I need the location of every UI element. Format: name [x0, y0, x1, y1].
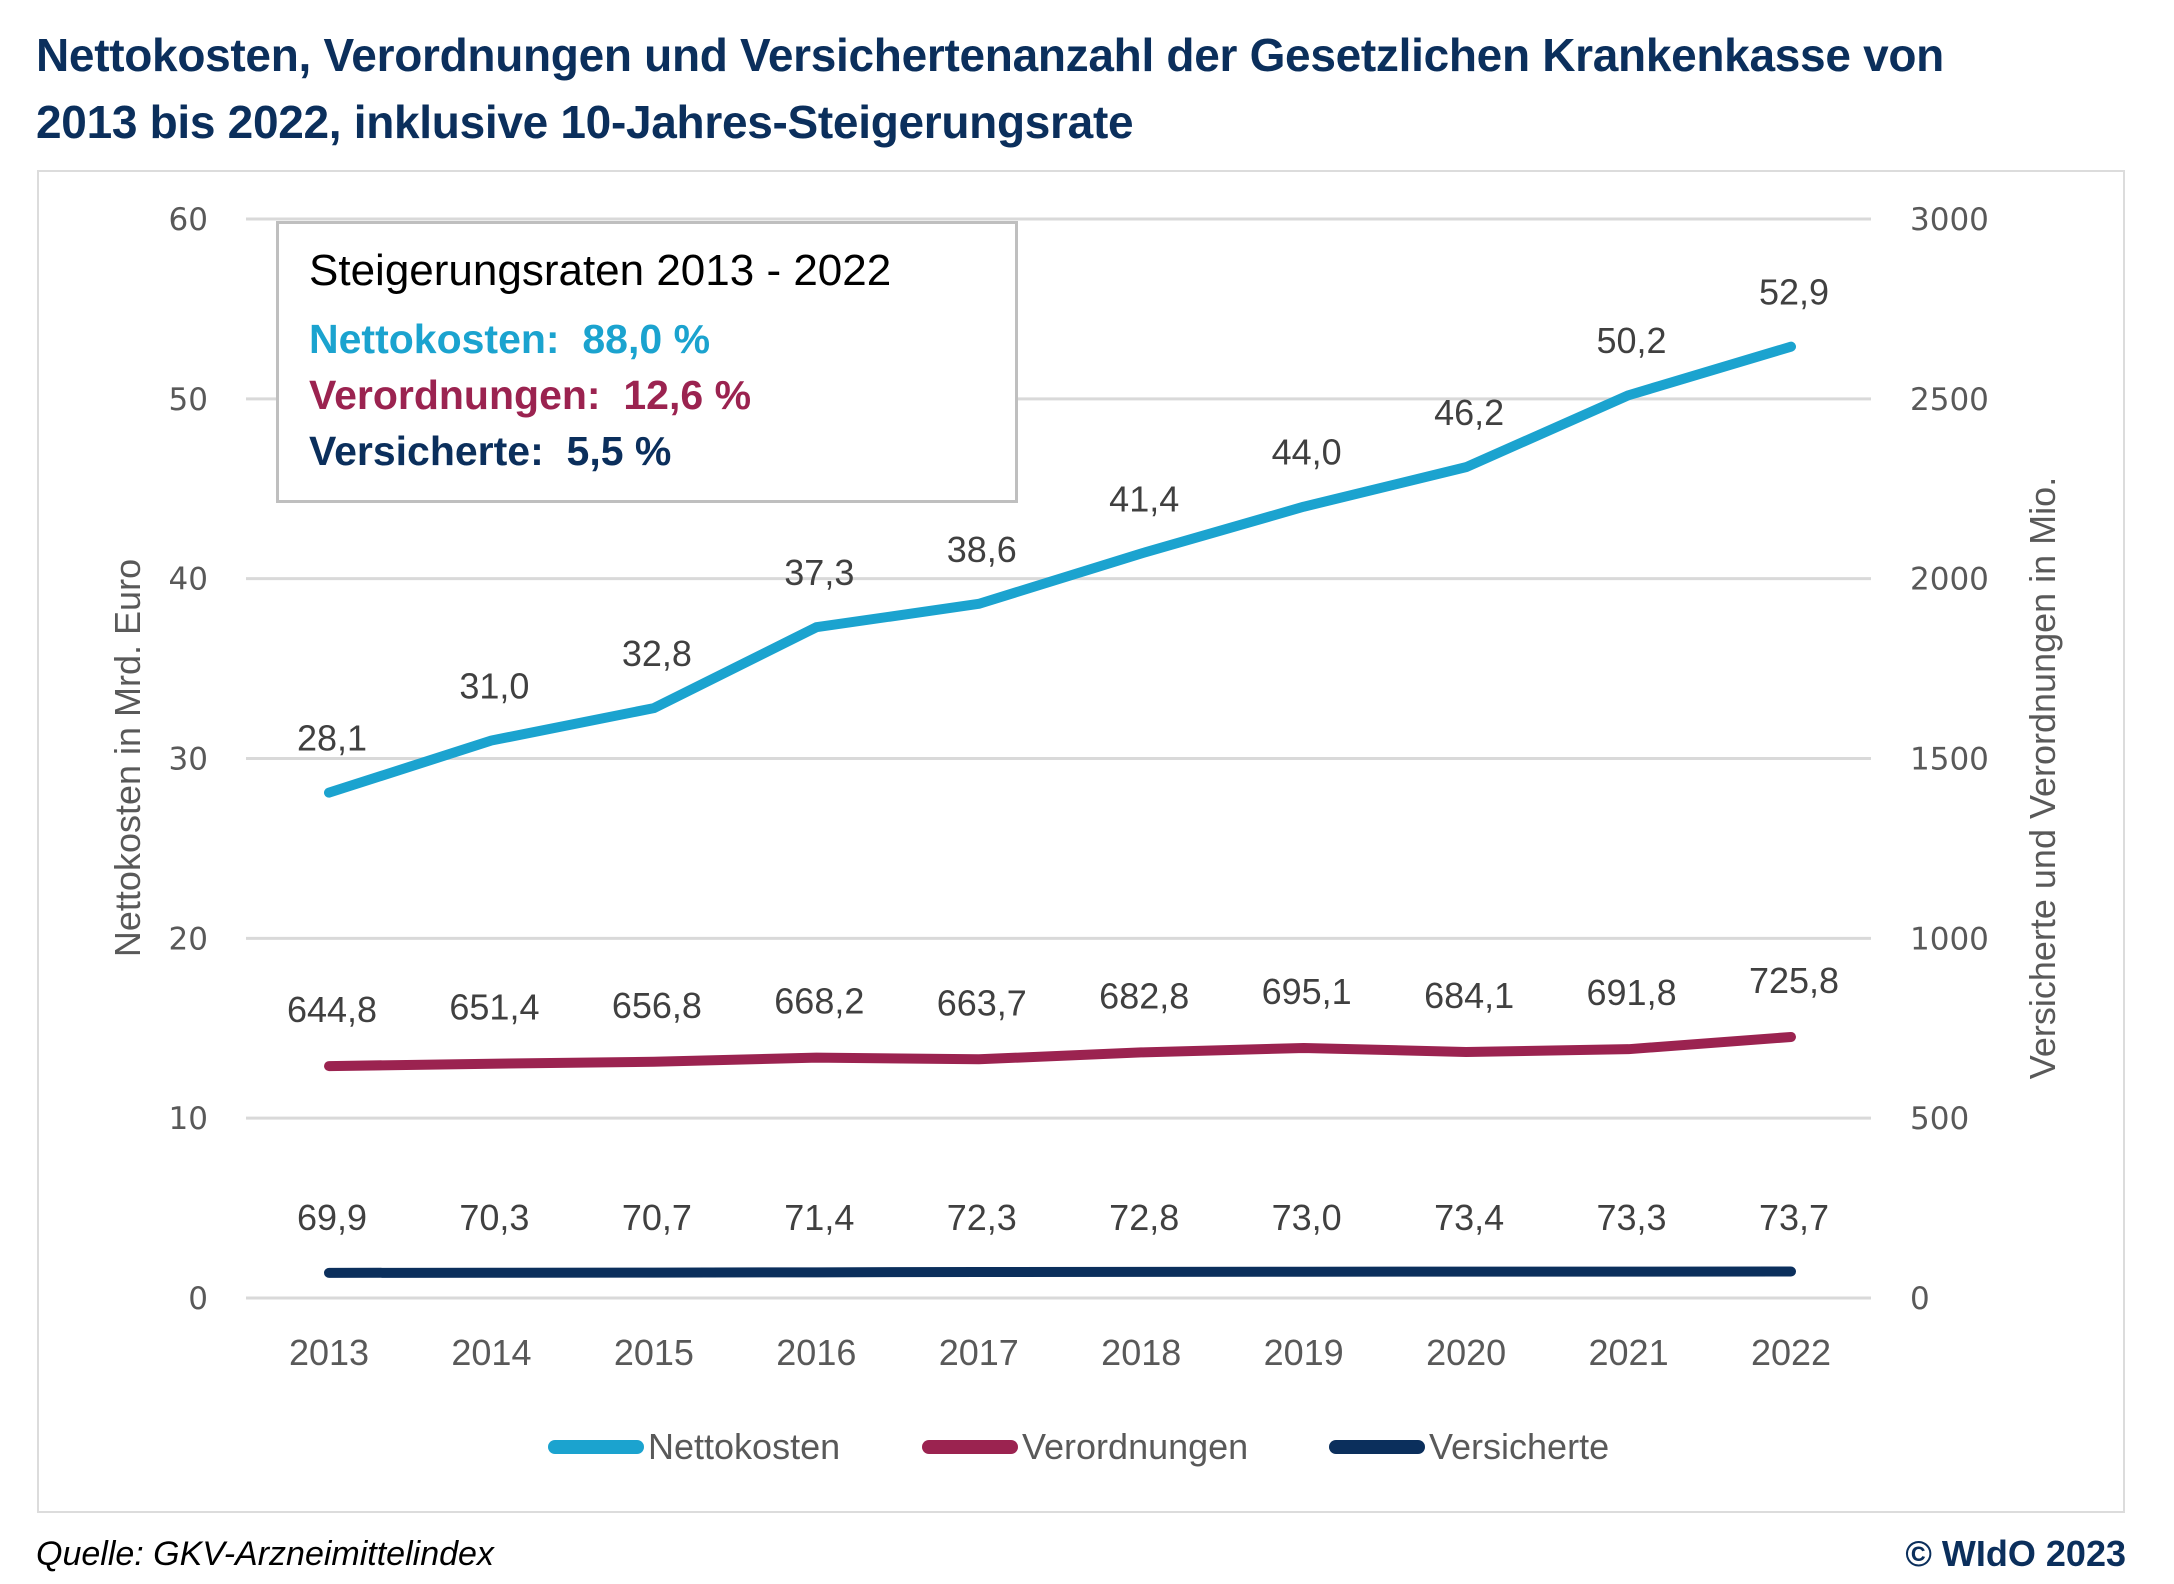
legend-swatch-icon: [922, 1440, 1018, 1454]
data-label-verordnungen: 725,8: [1749, 960, 1839, 1001]
data-label-versicherte: 72,8: [1109, 1197, 1179, 1238]
x-axis-tick-label: 2018: [1101, 1332, 1181, 1373]
left-axis-tick-label: 40: [169, 562, 208, 598]
rate-label: Versicherte:: [309, 428, 544, 474]
left-axis-tick-label: 30: [169, 742, 208, 778]
x-axis-tick-label: 2022: [1751, 1332, 1831, 1373]
right-axis-tick-label: 1000: [1910, 921, 1989, 957]
legend-swatch-icon: [548, 1440, 644, 1454]
series-lines: [324, 341, 1796, 1278]
x-axis-tick-label: 2013: [289, 1332, 369, 1373]
right-axis-tick-label: 3000: [1910, 202, 1989, 238]
data-label-versicherte: 72,3: [947, 1197, 1017, 1238]
legend-item-verordnungen[interactable]: Verordnungen: [922, 1422, 1248, 1472]
chart-title: Nettokosten, Verordnungen und Versichert…: [36, 22, 2156, 156]
rate-value: 88,0 %: [582, 316, 711, 362]
data-label-nettokosten: 41,4: [1109, 478, 1179, 519]
right-axis-tick-label: 2000: [1910, 562, 1989, 598]
series-line-versicherte: [324, 1266, 1796, 1278]
data-labels: 28,1 31,0 32,8 37,3 38,6 41,4 44,0 46,2 50,2 52,9…: [287, 272, 1839, 1238]
x-axis-tick-label: 2014: [451, 1332, 531, 1373]
data-label-versicherte: 73,7: [1759, 1197, 1829, 1238]
data-label-verordnungen: 663,7: [937, 982, 1027, 1023]
rate-value: 12,6 %: [623, 372, 752, 418]
rate-label: Verordnungen:: [309, 372, 601, 418]
legend-label: Nettokosten: [648, 1426, 841, 1467]
left-axis-ticks: 0 10 20 30 40 50 60: [169, 202, 208, 1317]
data-label-verordnungen: 691,8: [1587, 972, 1677, 1013]
x-axis-tick-label: 2017: [939, 1332, 1019, 1373]
growth-rates-title: Steigerungsraten 2013 - 2022: [309, 246, 892, 295]
data-label-versicherte: 71,4: [784, 1197, 854, 1238]
chart-legend: Nettokosten Verordnungen Versicherte: [0, 1422, 2174, 1472]
chart-title-line-2: 2013 bis 2022, inklusive 10-Jahres-Steig…: [36, 96, 1134, 148]
left-axis-tick-label: 20: [169, 921, 208, 957]
series-line-nettokosten: [324, 341, 1796, 798]
x-axis-tick-label: 2019: [1264, 1332, 1344, 1373]
rate-value: 5,5 %: [566, 428, 672, 474]
series-line-verordnungen: [324, 1031, 1796, 1072]
left-axis-title: Nettokosten in Mrd. Euro: [107, 559, 148, 957]
data-label-versicherte: 69,9: [297, 1197, 367, 1238]
data-label-nettokosten: 32,8: [622, 633, 692, 674]
data-label-nettokosten: 28,1: [297, 718, 367, 759]
data-label-versicherte: 73,3: [1597, 1197, 1667, 1238]
left-axis-tick-label: 50: [169, 382, 208, 418]
data-label-verordnungen: 656,8: [612, 985, 702, 1026]
data-label-verordnungen: 651,4: [449, 987, 539, 1028]
rate-verordnungen: Verordnungen: 12,6 %: [309, 372, 751, 419]
data-label-versicherte: 70,7: [622, 1197, 692, 1238]
data-label-nettokosten: 50,2: [1597, 320, 1667, 361]
chart-title-line-1: Nettokosten, Verordnungen und Versichert…: [36, 29, 1944, 81]
copyright-note: © WIdO 2023: [1905, 1533, 2126, 1574]
left-axis-tick-label: 10: [169, 1101, 208, 1137]
growth-rates-box: Steigerungsraten 2013 - 2022 Nettokosten…: [276, 221, 1018, 503]
data-label-nettokosten: 44,0: [1272, 432, 1342, 473]
data-label-verordnungen: 695,1: [1262, 971, 1352, 1012]
x-axis-tick-label: 2015: [614, 1332, 694, 1373]
x-axis-ticks: 2013 2014 2015 2016 2017 2018 2019 2020 2021 2022: [289, 1332, 1831, 1373]
data-label-nettokosten: 52,9: [1759, 272, 1829, 313]
x-axis-tick-label: 2016: [776, 1332, 856, 1373]
right-axis-tick-label: 0: [1910, 1281, 1930, 1317]
data-label-verordnungen: 644,8: [287, 989, 377, 1030]
right-axis-ticks: 0 500 1000 1500 2000 2500 3000: [1910, 202, 1989, 1317]
right-axis-title: Versicherte und Verordnungen in Mio.: [2022, 477, 2063, 1079]
data-label-nettokosten: 37,3: [784, 552, 854, 593]
source-note: Quelle: GKV-Arzneimittelindex: [36, 1535, 494, 1573]
legend-label: Verordnungen: [1022, 1426, 1249, 1467]
data-label-nettokosten: 31,0: [459, 666, 529, 707]
legend-item-nettokosten[interactable]: Nettokosten: [548, 1422, 840, 1472]
rate-nettokosten: Nettokosten: 88,0 %: [309, 316, 710, 363]
left-axis-tick-label: 60: [169, 202, 208, 238]
data-label-nettokosten: 46,2: [1434, 392, 1504, 433]
data-label-versicherte: 73,0: [1272, 1197, 1342, 1238]
left-axis-tick-label: 0: [188, 1281, 208, 1317]
rate-versicherte: Versicherte: 5,5 %: [309, 428, 671, 475]
data-label-verordnungen: 684,1: [1424, 975, 1514, 1016]
legend-label: Versicherte: [1429, 1426, 1610, 1467]
data-label-verordnungen: 668,2: [774, 981, 864, 1022]
data-label-versicherte: 73,4: [1434, 1197, 1504, 1238]
rate-label: Nettokosten:: [309, 316, 560, 362]
data-label-nettokosten: 38,6: [947, 529, 1017, 570]
right-axis-tick-label: 2500: [1910, 382, 1989, 418]
x-axis-tick-label: 2021: [1589, 1332, 1669, 1373]
legend-swatch-icon: [1329, 1440, 1425, 1454]
right-axis-tick-label: 500: [1910, 1101, 1969, 1137]
data-label-versicherte: 70,3: [459, 1197, 529, 1238]
right-axis-tick-label: 1500: [1910, 742, 1989, 778]
data-label-verordnungen: 682,8: [1099, 975, 1189, 1016]
legend-item-versicherte[interactable]: Versicherte: [1329, 1422, 1609, 1472]
x-axis-tick-label: 2020: [1426, 1332, 1506, 1373]
